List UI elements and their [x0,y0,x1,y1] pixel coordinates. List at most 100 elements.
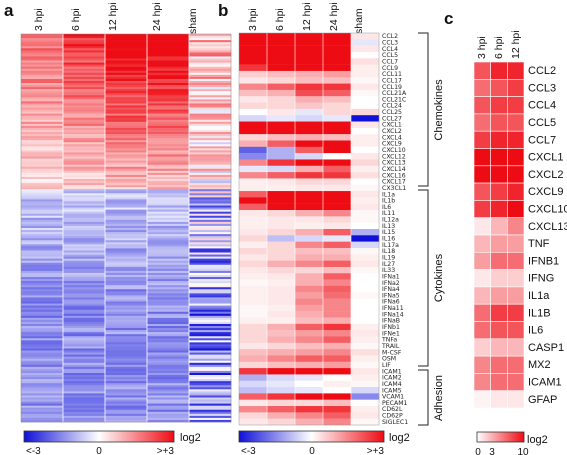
panel-a-cell [189,417,232,421]
panel-a-cell [105,260,148,264]
panel-a-legend-min: <-3 [26,446,41,455]
panel-b-cell [351,153,380,160]
panel-a-cell [105,389,148,392]
panel-a-cell [21,199,64,202]
panel-a-cell [189,411,232,415]
panel-b-cell [351,298,380,306]
panel-a-cell [21,115,64,119]
panel-a-cell [63,401,106,404]
panel-a-cell [63,299,106,302]
panel-a-cell [63,58,106,61]
panel-b-cell [267,247,296,255]
panel-a-cell [147,217,190,221]
panel-b-cell [351,406,380,413]
panel-b-cell [267,229,296,236]
panel-a-cell [105,395,148,398]
panel-a-cell [147,60,190,63]
panel-a-cell [21,221,64,225]
panel-b-col-label-3: 12 hpi [301,2,313,31]
panel-a-cell [189,370,232,374]
panel-a-cell [105,158,148,161]
panel-a-cell [189,266,232,270]
panel-a-cell [105,219,148,223]
panel-c-cell [473,182,491,201]
panel-a-cell [147,336,190,339]
panel-a-cell [21,225,64,229]
panel-a-cell [63,89,106,92]
panel-a-cell [63,99,106,102]
panel-a-cell [21,389,64,392]
panel-a-cell [21,366,64,370]
panel-b-cell [323,146,352,154]
panel-a-cell [147,397,190,400]
panel-a-cell [105,170,148,174]
panel-a-cell [147,223,190,227]
panel-a-cell [21,164,64,168]
panel-a-cell [147,415,190,419]
panel-a-cell [63,134,106,137]
panel-a-cell [63,395,106,398]
panel-b-cell [323,361,352,369]
panel-b-cell [267,393,296,400]
panel-b-cell [239,191,268,198]
panel-a-cell [105,140,148,143]
panel-a-cell [147,409,190,413]
panel-a-cell [21,185,64,188]
panel-a-cell [21,48,64,51]
panel-a-cell [147,209,190,212]
panel-a-cell [21,377,64,380]
panel-b-cell [239,285,268,293]
panel-a-cell [21,256,64,259]
panel-a-cell [63,248,106,251]
panel-a-cell [189,419,232,423]
panel-a-cell [105,156,148,159]
panel-a-cell [147,176,190,180]
panel-b-cell [295,361,324,369]
panel-a-cell [63,50,106,53]
panel-c-row-label: CXCL9 [528,186,563,198]
panel-c-legend-tick-0: 0 [475,447,481,455]
panel-a-cell [63,295,106,298]
panel-a-cell [105,352,148,355]
panel-a-cell [189,140,232,143]
panel-a-cell [189,91,232,94]
panel-a-cell [147,113,190,116]
panel-a-cell [147,323,190,327]
panel-a-frame [20,33,232,423]
panel-a-cell [189,44,232,47]
panel-a-cell [105,358,148,362]
panel-b-row-label: CD62L [382,406,403,413]
panel-a-cell [189,123,232,127]
panel-a-cell [105,68,148,72]
panel-a-cell [147,91,190,94]
panel-a-cell [147,78,190,82]
panel-a-cell [147,360,190,364]
panel-c-cell [490,252,508,270]
panel-b-cell [267,418,296,426]
panel-b-row-label: IFNa1 [382,273,400,280]
panel-a-cell [21,326,64,329]
panel-a-cell [105,166,148,170]
panel-a-cell [189,268,232,272]
panel-a-cell [147,266,190,270]
panel-a-cell [189,415,232,419]
panel-b-cell [351,260,380,268]
panel-b-cell [239,323,268,331]
panel-a-cell [63,152,106,155]
panel-a-cell [105,256,148,259]
panel-a-cell [189,230,232,233]
panel-a-cell [147,352,190,355]
panel-a-cell [189,336,232,339]
panel-b-cell [267,45,296,53]
panel-b-cell [239,184,268,192]
panel-a-cell [147,334,190,337]
panel-a-legend: log2 <-3 0 >+3 [23,430,201,455]
panel-a-cell [105,405,148,408]
panel-c-cell [507,182,525,201]
panel-b-cell [295,349,324,356]
panel-a-cell [189,375,232,378]
panel-a-cell [21,103,64,106]
panel-a-cell [63,111,106,114]
panel-a-cell [21,372,64,376]
panel-b-cell [239,172,268,179]
